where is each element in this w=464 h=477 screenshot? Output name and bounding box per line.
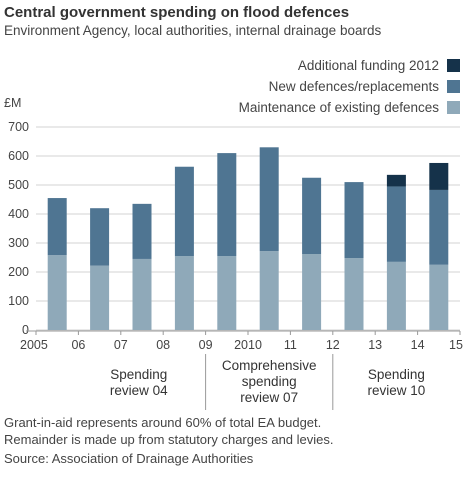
bar-maintenance-of-existing-defences-2014-15 (429, 264, 449, 330)
bar-maintenance-of-existing-defences-2005-06 (47, 255, 67, 330)
bar-maintenance-of-existing-defences-2007-08 (132, 258, 152, 330)
legend-swatch-additional-funding-2012 (447, 59, 460, 72)
chart: Additional funding 2012 New defences/repl… (4, 58, 463, 410)
legend-label-maintenance-of-existing-defences: Maintenance of existing defences (239, 100, 440, 115)
bar-new-defences-replacements-2008-09 (174, 166, 194, 257)
x-tick-label: 07 (114, 338, 128, 352)
chart-title: Central government spending on flood def… (4, 4, 350, 21)
x-tick-label: 08 (156, 338, 170, 352)
note-remainder: Remainder is made up from statutory char… (4, 432, 334, 447)
source-note: Source: Association of Drainage Authorit… (4, 451, 254, 466)
bar-new-defences-replacements-2013-14 (386, 186, 406, 262)
y-tick-label: 600 (8, 149, 29, 163)
review-label: Comprehensive (222, 358, 317, 373)
bar-new-defences-replacements-2007-08 (132, 203, 152, 259)
y-axis-label: £M (4, 96, 21, 110)
bars (47, 147, 449, 330)
legend-label-additional-funding-2012: Additional funding 2012 (298, 58, 439, 73)
legend-swatch-new-defences-replacements (447, 80, 460, 93)
bar-new-defences-replacements-2005-06 (47, 198, 67, 256)
y-tick-label: 300 (8, 236, 29, 250)
x-tick-label: 09 (199, 338, 213, 352)
x-tick-label: 11 (284, 338, 297, 352)
x-tick-label: 2005 (20, 338, 48, 352)
bar-additional-funding-2012-2013-14 (386, 174, 406, 187)
review-label: spending (242, 374, 297, 389)
bar-new-defences-replacements-2012-13 (344, 182, 364, 259)
y-tick-label: 200 (8, 265, 29, 279)
bar-additional-funding-2012-2014-15 (429, 162, 449, 190)
bar-maintenance-of-existing-defences-2008-09 (174, 256, 194, 330)
legend: Additional funding 2012 New defences/repl… (239, 58, 460, 115)
review-label: review 10 (368, 383, 426, 398)
bar-maintenance-of-existing-defences-2011-12 (302, 254, 322, 330)
bar-new-defences-replacements-2011-12 (302, 177, 322, 255)
bar-maintenance-of-existing-defences-2012-13 (344, 258, 364, 330)
review-label: Spending (368, 367, 425, 382)
x-tick-label: 13 (368, 338, 382, 352)
chart-subtitle: Environment Agency, local authorities, i… (4, 23, 382, 38)
review-label: review 07 (240, 390, 298, 405)
note-grant-in-aid: Grant-in-aid represents around 60% of to… (4, 415, 322, 430)
bar-new-defences-replacements-2006-07 (90, 208, 110, 266)
x-tick-label: 12 (326, 338, 340, 352)
x-ticks: 2005 06 07 08 09 2010 11 12 13 14 15 (20, 330, 463, 352)
y-tick-label: 500 (8, 178, 29, 192)
bar-new-defences-replacements-2009-10 (217, 153, 237, 257)
x-tick-label: 15 (449, 338, 463, 352)
bar-maintenance-of-existing-defences-2006-07 (90, 265, 110, 330)
y-tick-label: 100 (8, 294, 29, 308)
y-tick-label: 0 (22, 323, 29, 337)
review-label: Spending (110, 367, 167, 382)
bar-new-defences-replacements-2014-15 (429, 189, 449, 265)
x-tick-label: 2010 (234, 338, 262, 352)
y-tick-label: 400 (8, 207, 29, 221)
bar-new-defences-replacements-2010-11 (259, 147, 279, 252)
y-tick-label: 700 (8, 120, 29, 134)
bar-maintenance-of-existing-defences-2009-10 (217, 256, 237, 330)
bar-maintenance-of-existing-defences-2013-14 (386, 261, 406, 330)
review-label: review 04 (110, 383, 168, 398)
bar-maintenance-of-existing-defences-2010-11 (259, 251, 279, 330)
y-ticks: 0 100 200 300 400 500 600 700 (8, 120, 29, 337)
x-tick-label: 14 (411, 338, 425, 352)
legend-swatch-maintenance-of-existing-defences (447, 101, 460, 114)
x-tick-label: 06 (71, 338, 85, 352)
legend-label-new-defences-replacements: New defences/replacements (269, 79, 440, 94)
